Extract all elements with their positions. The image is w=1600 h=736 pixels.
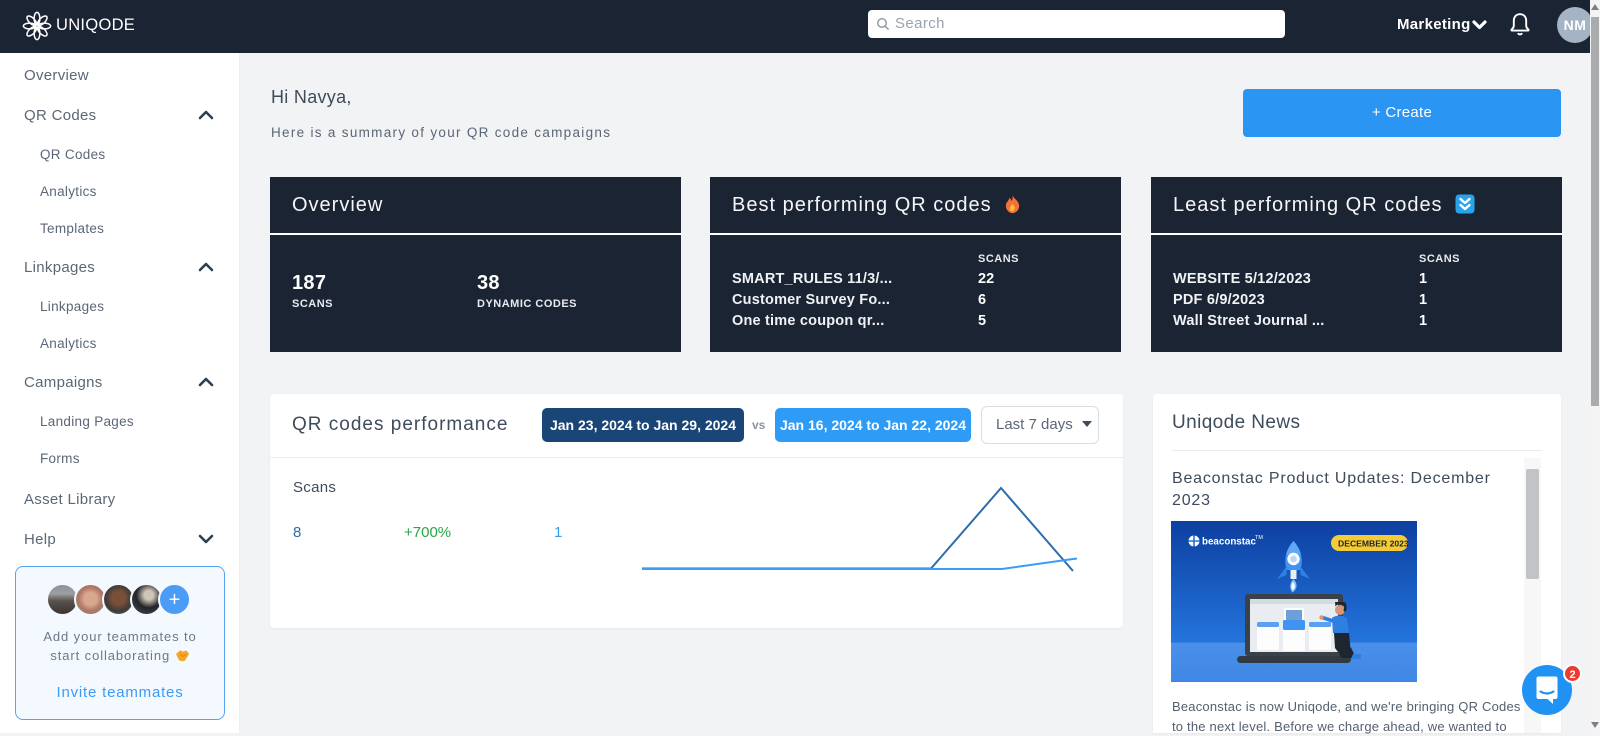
svg-text:TM: TM [1255, 535, 1263, 541]
svg-text:DECEMBER 2023: DECEMBER 2023 [1338, 539, 1409, 549]
svg-text:beaconstac: beaconstac [1202, 537, 1256, 548]
